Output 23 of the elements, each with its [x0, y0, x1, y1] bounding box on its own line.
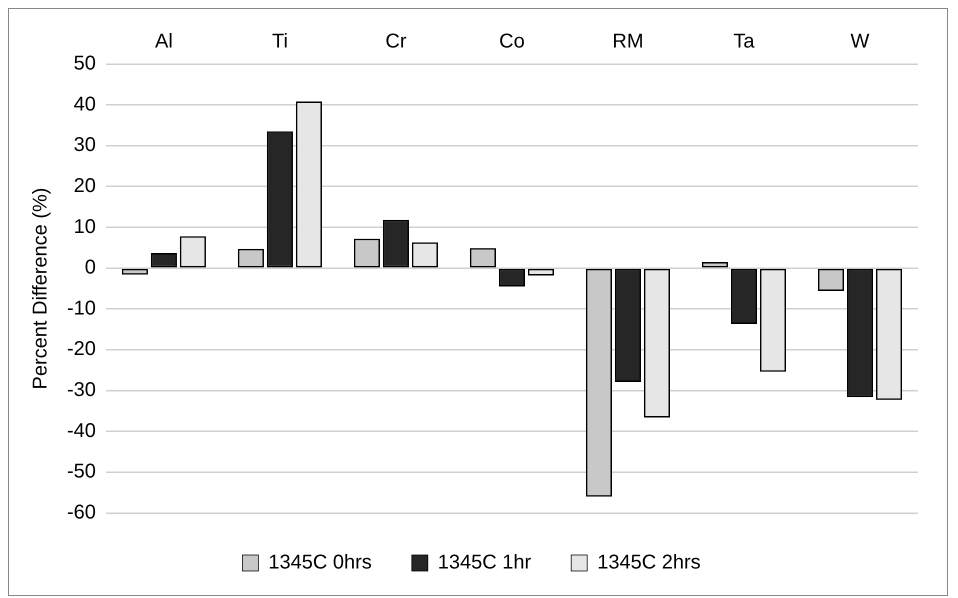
x-tick-label: W: [850, 30, 870, 53]
x-tick-label: Co: [499, 30, 525, 53]
y-tick-label: -30: [67, 379, 96, 402]
x-tick-label: Cr: [385, 30, 407, 53]
y-tick-label: 20: [74, 174, 96, 197]
x-tick-label: RM: [612, 30, 644, 53]
y-tick-label: 30: [74, 134, 96, 156]
x-tick-label: Ti: [272, 30, 288, 53]
y-tick-label: -50: [67, 460, 96, 483]
legend-label: 1345C 1hr: [438, 552, 532, 574]
y-tick-label: -40: [67, 420, 96, 442]
y-tick-label: 40: [74, 93, 96, 116]
legend-label: 1345C 0hrs: [268, 552, 372, 574]
x-tick-label: Ta: [733, 30, 756, 53]
y-tick-label: -60: [67, 502, 96, 524]
y-axis-title: Percent Difference (%): [30, 188, 52, 390]
y-tick-label: 50: [74, 52, 96, 75]
legend-label: 1345C 2hrs: [597, 552, 701, 574]
y-tick-label: 10: [74, 216, 96, 238]
y-tick-label: -20: [67, 338, 96, 360]
x-tick-label: Al: [155, 30, 173, 53]
y-tick-label: -10: [67, 297, 96, 320]
y-tick-label: 0: [84, 256, 96, 279]
